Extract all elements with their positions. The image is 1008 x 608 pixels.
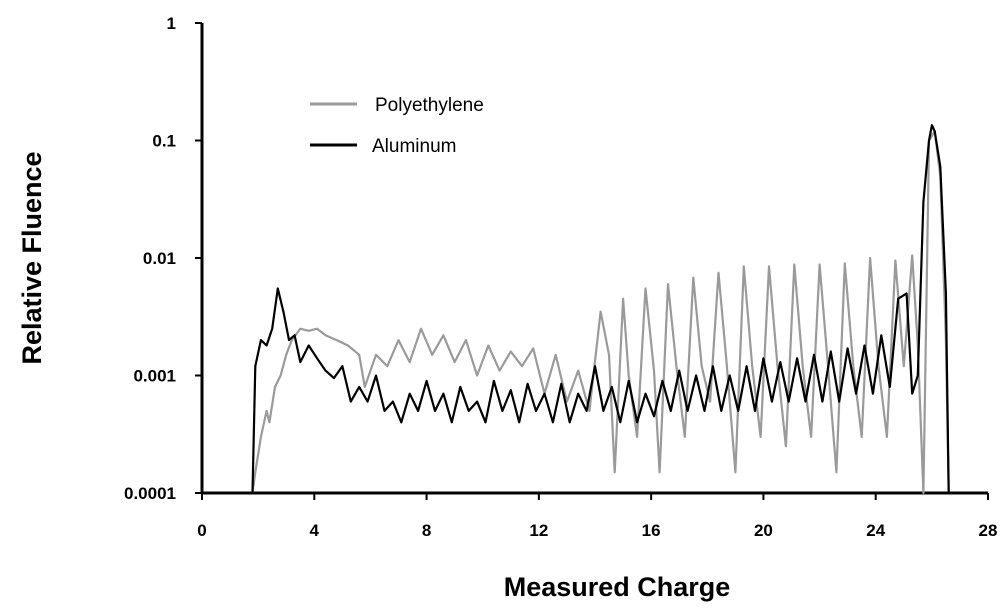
x-tick-label: 12 [529, 521, 548, 540]
legend: Polyethylene Aluminum [310, 95, 484, 157]
y-tick-label: 0.0001 [124, 484, 176, 503]
x-tick-label: 20 [754, 521, 773, 540]
series-line-polyethylene [251, 130, 950, 495]
legend-label-aluminum: Aluminum [372, 136, 456, 157]
y-tick-label: 0.01 [143, 249, 176, 268]
x-tick-label: 24 [866, 521, 885, 540]
x-axis-title: Measured Charge [504, 572, 731, 602]
x-tick-label: 8 [422, 521, 431, 540]
y-tick-label: 1 [167, 14, 176, 33]
x-axis-ticks: 0 4 8 12 16 20 24 28 [197, 493, 997, 540]
y-tick-label: 0.001 [133, 367, 176, 386]
legend-label-polyethylene: Polyethylene [375, 95, 484, 116]
series-line-aluminum [251, 124, 950, 494]
x-tick-label: 4 [310, 521, 320, 540]
x-tick-label: 0 [197, 521, 206, 540]
y-tick-label: 0.1 [152, 132, 176, 151]
y-axis-title: Relative Fluence [17, 151, 47, 364]
x-tick-label: 16 [642, 521, 661, 540]
x-tick-label: 28 [979, 521, 998, 540]
y-axis-ticks: 0.0001 0.001 0.01 0.1 1 [124, 14, 202, 503]
series-layer [251, 124, 950, 495]
